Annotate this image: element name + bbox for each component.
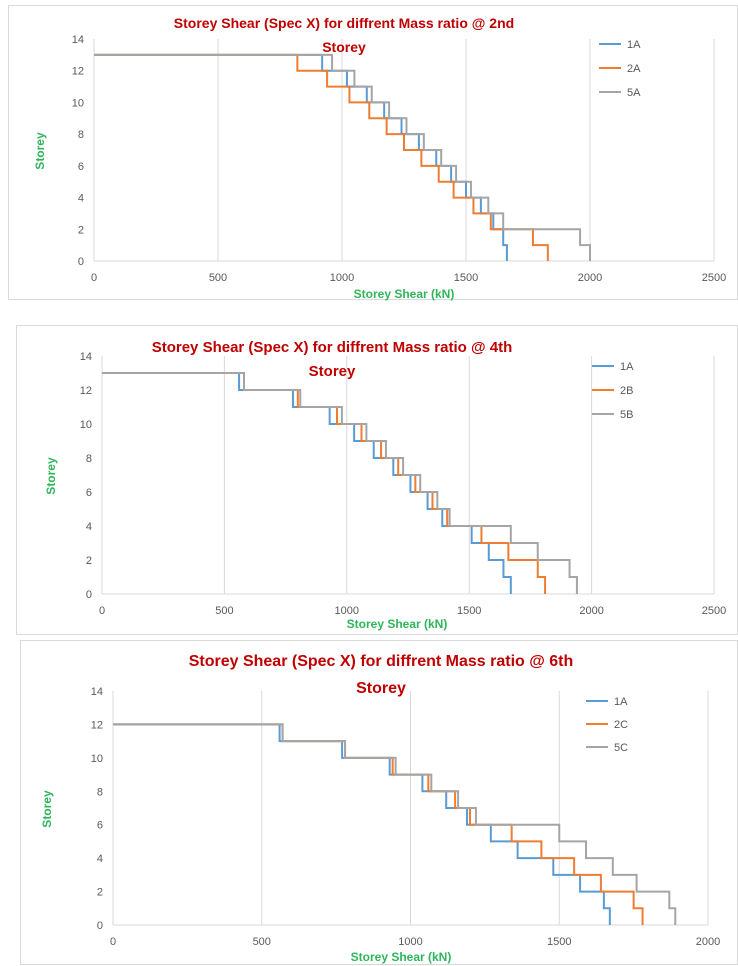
y-tick-label: 4: [78, 193, 84, 205]
y-tick-label: 14: [80, 351, 92, 363]
chart-panel-4th-storey: 0 500 1000 1500 2000 2500 0 2 4 6 8 10 12 14 Storey Sh…: [16, 325, 738, 635]
y-tick-label: 12: [91, 719, 103, 731]
legend-label: 5B: [620, 409, 633, 421]
chart-6th-storey: 0 500 1000 1500 2000 0 2 4 6 8 10 12 14 Storey Shear …: [40, 653, 720, 964]
series-line-2a: [94, 53, 549, 261]
y-tick-label: 0: [78, 256, 84, 268]
x-axis-title: Storey Shear (kN): [351, 950, 452, 964]
x-axis-title: Storey Shear (kN): [347, 617, 448, 631]
y-tick-label: 4: [97, 853, 103, 865]
x-tick-label: 0: [91, 272, 97, 284]
y-axis-title: Storey: [40, 790, 54, 828]
y-tick-label: 8: [97, 786, 103, 798]
x-axis-title: Storey Shear (kN): [354, 287, 455, 301]
x-tick-label: 1000: [330, 272, 354, 284]
y-tick-label: 8: [78, 129, 84, 141]
y-tick-label: 2: [86, 555, 92, 567]
y-tick-label: 6: [86, 487, 92, 499]
chart-title: Storey Shear (Spec X) for diffrent Mass …: [174, 15, 514, 31]
chart-panel-2nd-storey: 0 500 1000 1500 2000 2500 0 2 4 6 8 10 12 14 Storey Sh…: [8, 5, 738, 301]
chart-title-line2: Storey: [322, 39, 366, 55]
x-tick-label: 2500: [702, 605, 726, 617]
legend-label: 5C: [614, 742, 628, 754]
y-tick-label: 6: [97, 820, 103, 832]
x-tick-label: 2000: [578, 272, 602, 284]
chart-title: Storey Shear (Spec X) for diffrent Mass …: [152, 339, 513, 356]
x-tick-label: 2000: [579, 605, 603, 617]
chart-2nd-storey: 0 500 1000 1500 2000 2500 0 2 4 6 8 10 12 14 Storey Sh…: [33, 15, 726, 301]
y-tick-label: 4: [86, 521, 92, 533]
series-line-5c: [113, 723, 677, 925]
x-tick-label: 2500: [702, 272, 726, 284]
series-line-1a: [113, 723, 611, 925]
legend-label: 2A: [627, 63, 641, 75]
x-tick-label: 1000: [398, 936, 422, 948]
legend-label: 2B: [620, 385, 633, 397]
y-tick-label: 2: [78, 224, 84, 236]
chart-4th-storey: 0 500 1000 1500 2000 2500 0 2 4 6 8 10 12 14 Storey Sh…: [44, 339, 726, 631]
y-tick-label: 8: [86, 453, 92, 465]
y-tick-label: 14: [91, 686, 103, 698]
series-line-5b: [102, 372, 578, 594]
x-tick-label: 1500: [457, 605, 481, 617]
chart-panel-6th-storey: 0 500 1000 1500 2000 0 2 4 6 8 10 12 14 Storey Shear …: [20, 640, 738, 965]
legend-label: 1A: [620, 361, 634, 373]
y-tick-label: 10: [80, 419, 92, 431]
chart-title: Storey Shear (Spec X) for diffrent Mass …: [189, 653, 574, 670]
x-tick-label: 500: [215, 605, 233, 617]
x-tick-label: 0: [99, 605, 105, 617]
y-tick-label: 10: [72, 97, 84, 109]
x-tick-label: 1500: [547, 936, 571, 948]
legend-label: 1A: [627, 39, 641, 51]
y-tick-label: 2: [97, 887, 103, 899]
chart-title-line2: Storey: [356, 680, 406, 697]
legend-label: 5A: [627, 87, 641, 99]
y-tick-label: 12: [80, 385, 92, 397]
y-tick-label: 0: [86, 589, 92, 601]
y-tick-label: 10: [91, 753, 103, 765]
x-tick-label: 0: [110, 936, 116, 948]
y-tick-label: 14: [72, 34, 84, 46]
series-line-1a: [94, 53, 508, 261]
y-tick-label: 0: [97, 920, 103, 932]
legend-label: 2C: [614, 719, 628, 731]
x-tick-label: 500: [253, 936, 271, 948]
chart-title-line2: Storey: [309, 363, 356, 380]
series-line-2c: [113, 723, 644, 925]
y-axis-title: Storey: [44, 457, 58, 495]
series-line-5a: [94, 53, 591, 261]
x-tick-label: 500: [209, 272, 227, 284]
x-tick-label: 1000: [335, 605, 359, 617]
y-tick-label: 12: [72, 66, 84, 78]
y-tick-label: 6: [78, 161, 84, 173]
legend-label: 1A: [614, 696, 628, 708]
y-axis-title: Storey: [33, 132, 47, 170]
x-tick-label: 1500: [454, 272, 478, 284]
x-tick-label: 2000: [696, 936, 720, 948]
